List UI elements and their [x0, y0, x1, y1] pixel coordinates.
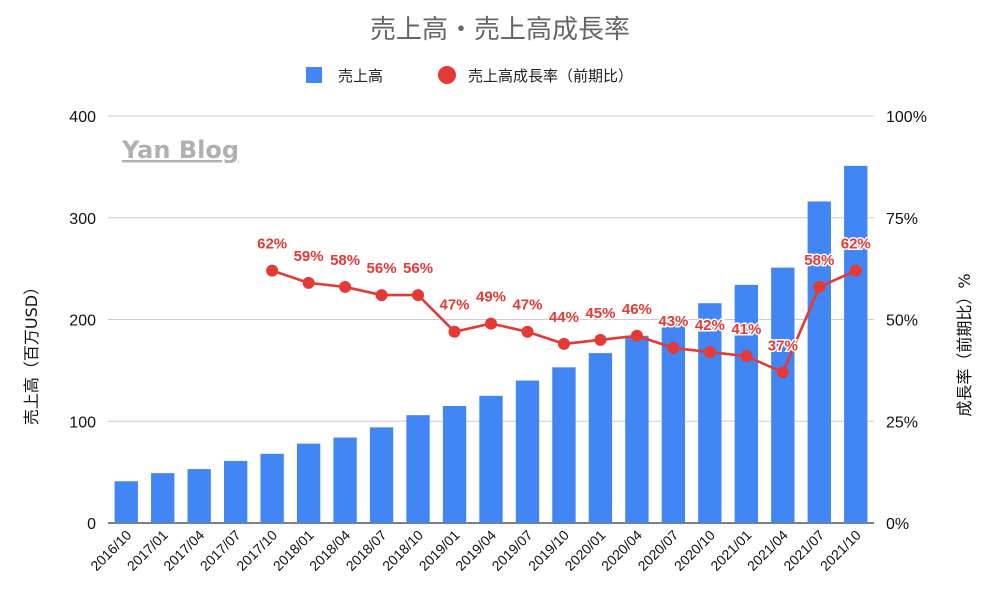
growth-point	[849, 264, 862, 277]
growth-point	[557, 337, 570, 350]
legend-label-line: 売上高成長率（前期比）	[468, 67, 633, 85]
y-tick-left: 200	[69, 313, 96, 330]
growth-label: 46%	[622, 301, 652, 318]
growth-label: 43%	[658, 313, 688, 330]
y-tick-left: 0	[87, 516, 96, 533]
bar	[406, 415, 430, 523]
y-axis-left-title: 売上高（百万USD）	[22, 279, 41, 425]
y-tick-right: 50%	[886, 313, 918, 330]
growth-label: 42%	[695, 317, 725, 334]
bar	[698, 303, 722, 523]
bar	[442, 405, 467, 523]
bar	[661, 322, 686, 523]
growth-point	[594, 333, 607, 346]
bar	[333, 437, 357, 523]
growth-point	[630, 329, 643, 342]
y-tick-left: 400	[69, 109, 96, 126]
chart-title: 売上高・売上高成長率	[370, 15, 630, 45]
line-series: 62% 59% 58% 56% 56% 47% 49% 47% 44% 45% 46% 43% 42% 4…	[256, 234, 872, 379]
growth-label: 49%	[476, 289, 506, 306]
growth-point	[412, 289, 425, 302]
growth-label: 47%	[512, 297, 542, 314]
x-tick-label: 2021/10	[817, 527, 864, 574]
bar	[296, 443, 321, 523]
x-axis-ticks: 2016/102017/012017/042017/072017/102018/…	[87, 527, 864, 574]
growth-point	[485, 317, 497, 330]
growth-label: 58%	[804, 252, 834, 269]
legend-swatch-bar	[306, 67, 322, 83]
y-tick-left: 300	[69, 211, 96, 228]
y-tick-left: 100	[69, 414, 96, 431]
y-tick-right: 75%	[886, 211, 918, 228]
bar	[114, 481, 138, 523]
growth-label: 47%	[440, 297, 470, 314]
bar	[260, 453, 284, 523]
bar	[771, 267, 795, 523]
y-tick-right: 0%	[886, 516, 909, 533]
y-axis-right-ticks: 0% 25% 50% 75% 100%	[886, 109, 927, 533]
growth-point	[667, 341, 680, 354]
legend-label-bar: 売上高	[338, 67, 383, 85]
y-axis-right-title: 成長率（前期比）%	[955, 273, 974, 416]
bar	[369, 427, 394, 523]
growth-label: 41%	[731, 321, 761, 338]
growth-label: 62%	[257, 236, 287, 253]
bar	[552, 367, 576, 523]
growth-label: 56%	[403, 260, 433, 277]
legend: 売上高 売上高成長率（前期比）	[306, 66, 633, 85]
bar	[187, 469, 211, 523]
growth-label: 58%	[330, 252, 360, 269]
growth-label: 62%	[841, 236, 871, 253]
bar	[151, 473, 175, 523]
growth-point	[740, 350, 753, 363]
growth-point	[813, 280, 826, 293]
growth-point	[266, 264, 279, 277]
bar	[844, 165, 868, 524]
growth-label: 45%	[585, 305, 615, 322]
y-tick-right: 25%	[886, 414, 918, 431]
bar	[625, 335, 649, 523]
bar	[807, 201, 831, 523]
growth-point	[703, 346, 716, 359]
watermark: Yan Blog	[121, 136, 239, 164]
growth-point	[339, 280, 352, 293]
bar	[734, 284, 759, 523]
y-tick-right: 100%	[886, 109, 927, 126]
growth-label: 44%	[549, 309, 579, 326]
growth-point	[448, 325, 461, 338]
growth-label: 37%	[768, 337, 798, 354]
growth-label: 56%	[367, 260, 397, 277]
growth-point	[521, 325, 534, 338]
growth-point	[375, 289, 388, 302]
legend-swatch-line	[438, 66, 456, 84]
growth-point	[776, 366, 789, 379]
y-axis-left-ticks: 0 100 200 300 400	[69, 109, 96, 533]
growth-point	[302, 276, 315, 289]
bar	[479, 395, 503, 523]
bar	[515, 380, 540, 523]
bar	[223, 460, 248, 523]
growth-label: 59%	[294, 248, 324, 265]
bar-series	[114, 165, 868, 524]
bar	[588, 353, 613, 523]
